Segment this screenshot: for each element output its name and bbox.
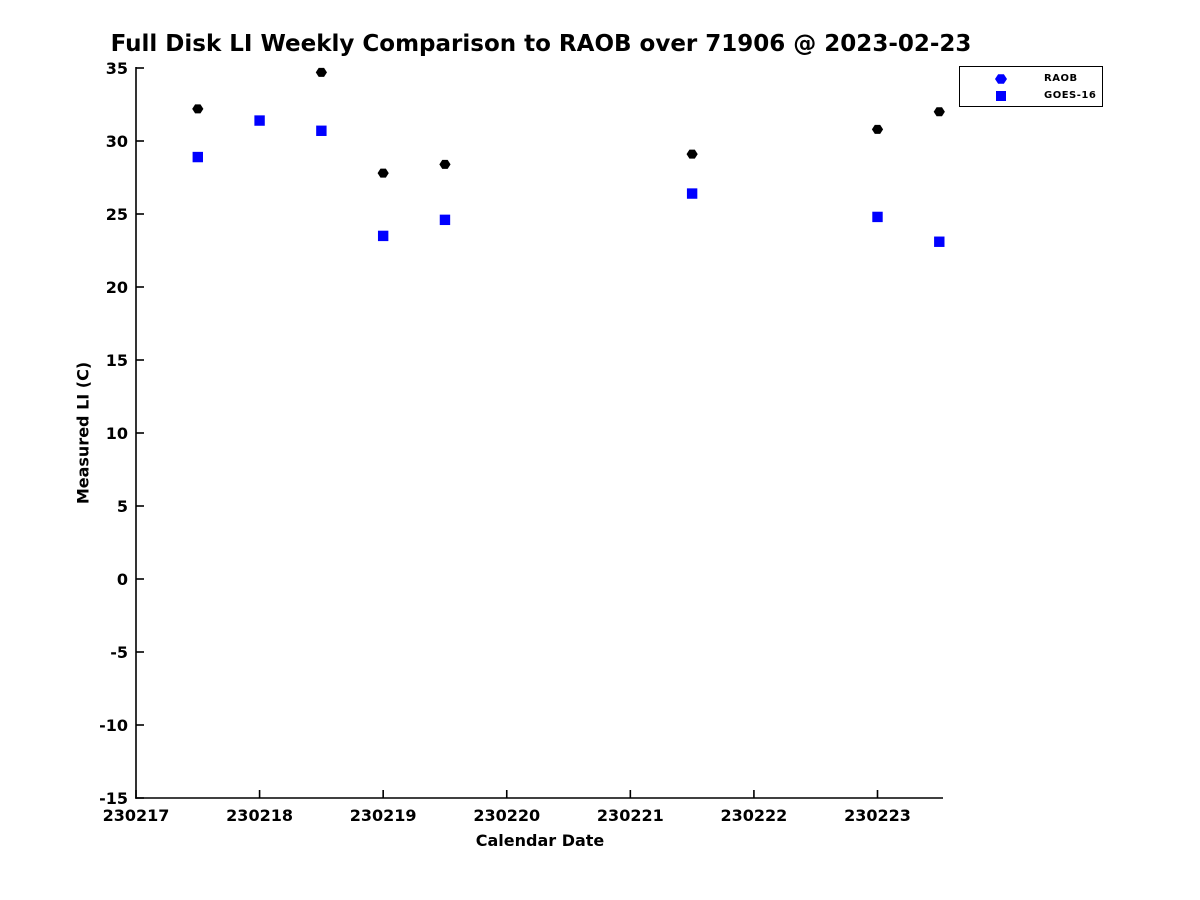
goes-16-data-point bbox=[439, 214, 451, 226]
raob-data-point bbox=[686, 149, 698, 159]
legend-item-raob: RAOB bbox=[994, 70, 1102, 87]
x-tick-label: 230223 bbox=[844, 806, 911, 825]
legend-label-goes16: GOES-16 bbox=[1044, 90, 1097, 101]
legend-item-goes16: GOES-16 bbox=[994, 87, 1102, 104]
legend: RAOB GOES-16 bbox=[959, 66, 1103, 107]
x-tick-label: 230220 bbox=[473, 806, 540, 825]
raob-hexagon-marker-icon bbox=[995, 73, 1007, 84]
goes16-square-marker-icon bbox=[996, 90, 1006, 101]
x-tick-label: 230221 bbox=[597, 806, 664, 825]
y-tick-label: 35 bbox=[106, 59, 128, 78]
y-axis-label: Measured LI (C) bbox=[73, 361, 93, 505]
y-tick-label: 10 bbox=[106, 424, 128, 443]
y-tick-label: 0 bbox=[117, 570, 128, 589]
raob-data-point bbox=[871, 124, 884, 134]
y-tick-label: -5 bbox=[110, 643, 128, 662]
goes-16-data-point bbox=[377, 230, 389, 242]
y-tick-label: 30 bbox=[106, 132, 128, 151]
raob-data-point bbox=[439, 159, 451, 169]
raob-data-point bbox=[192, 104, 204, 114]
goes-16-data-point bbox=[686, 188, 698, 199]
y-tick-label: -10 bbox=[99, 716, 128, 735]
goes-16-data-point bbox=[934, 236, 945, 247]
x-tick-label: 230219 bbox=[350, 806, 417, 825]
y-tick-label: 5 bbox=[117, 497, 128, 516]
raob-data-point bbox=[933, 107, 945, 117]
chart-title: Full Disk LI Weekly Comparison to RAOB o… bbox=[110, 31, 972, 57]
x-axis-label: Calendar Date bbox=[475, 831, 605, 850]
x-tick-label: 230217 bbox=[103, 806, 170, 825]
raob-data-point bbox=[315, 67, 327, 77]
y-tick-label: 25 bbox=[106, 205, 128, 224]
goes-16-data-point bbox=[192, 151, 203, 163]
x-tick-label: 230218 bbox=[226, 806, 293, 825]
x-tick-label: 230222 bbox=[721, 806, 788, 825]
legend-label-raob: RAOB bbox=[1044, 73, 1078, 84]
y-tick-label: 15 bbox=[106, 351, 128, 370]
goes-16-data-point bbox=[316, 125, 327, 136]
y-tick-label: 20 bbox=[106, 278, 128, 297]
y-tick-label: -15 bbox=[99, 789, 128, 808]
goes-16-data-point bbox=[872, 211, 883, 223]
goes-16-data-point bbox=[254, 115, 265, 126]
raob-data-point bbox=[377, 168, 389, 178]
